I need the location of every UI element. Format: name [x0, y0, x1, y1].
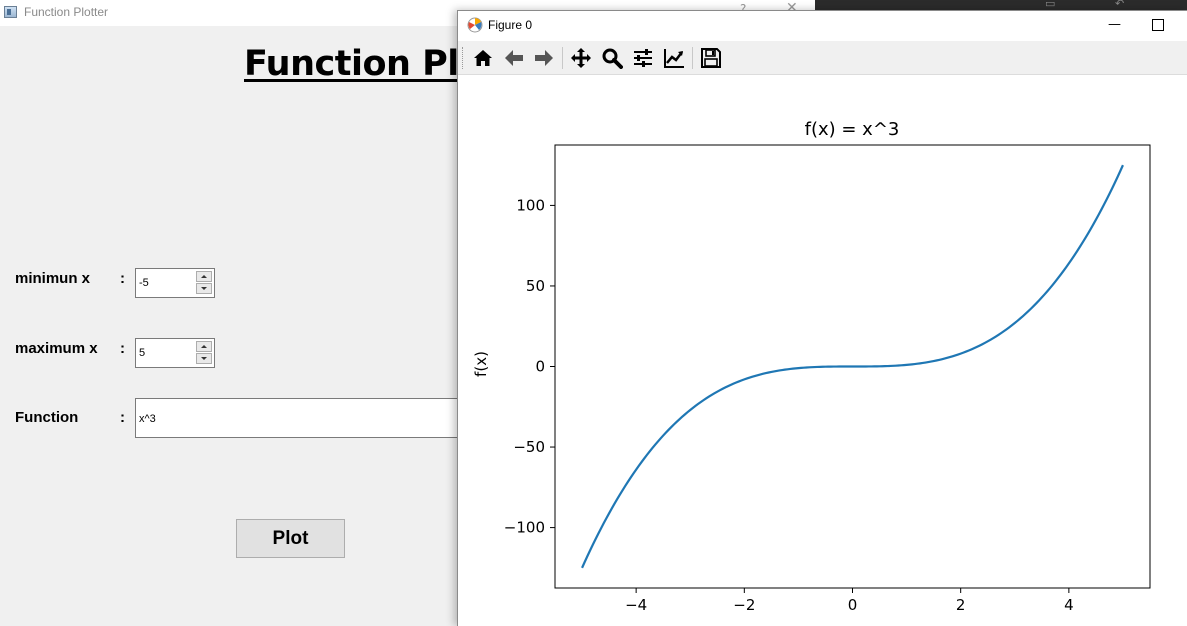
min-x-spinbox[interactable]: -5	[135, 268, 215, 298]
function-value[interactable]: x^3	[139, 413, 156, 425]
undo-icon: ↶	[1115, 0, 1125, 10]
y-axis-label: f(x)	[472, 351, 490, 377]
matplotlib-logo-icon	[467, 17, 483, 33]
min-x-label: minimun x	[15, 270, 91, 287]
x-tick-label: 4	[1064, 596, 1074, 614]
back-arrow-icon	[505, 50, 523, 66]
y-tick-label: 100	[516, 196, 545, 214]
min-x-value[interactable]: -5	[139, 277, 149, 289]
close-button[interactable]: ✕	[786, 0, 798, 16]
function-input[interactable]: x^3	[135, 398, 465, 438]
toolbar-separator	[692, 47, 693, 69]
zoom-icon	[602, 48, 623, 69]
forward-arrow-icon	[535, 50, 553, 66]
pan-icon	[571, 48, 591, 68]
function-colon: :	[120, 409, 125, 426]
clipboard-icon: ▭	[1045, 0, 1056, 10]
home-button[interactable]	[470, 45, 496, 71]
subplots-icon	[634, 49, 652, 67]
plot-canvas[interactable]: f(x) = x^3 f(x) −4 −2 0 2 4 −100 −50 0 50 100	[458, 75, 1187, 626]
x-tick-label: 0	[848, 596, 858, 614]
figure-titlebar[interactable]: Figure 0 —	[458, 11, 1187, 41]
y-tick-label: 0	[535, 358, 545, 376]
x-tick-label: −4	[625, 596, 647, 614]
figure-window: Figure 0 — f(x)	[457, 10, 1187, 626]
max-x-spinbox[interactable]: 5	[135, 338, 215, 368]
save-icon	[701, 48, 721, 68]
max-x-label: maximum x	[15, 340, 98, 357]
main-window-title: Function Plotter	[24, 5, 109, 19]
background-window-strip: ▭ ↶	[815, 0, 1187, 10]
y-tick-label: 50	[526, 277, 545, 295]
max-x-colon: :	[120, 340, 125, 357]
pan-button[interactable]	[568, 45, 594, 71]
zoom-button[interactable]	[599, 45, 625, 71]
plot-button[interactable]: Plot	[236, 519, 345, 558]
min-x-decrement-button[interactable]	[196, 283, 212, 294]
max-x-decrement-button[interactable]	[196, 353, 212, 364]
min-x-colon: :	[120, 270, 125, 287]
max-x-increment-button[interactable]	[196, 341, 212, 352]
home-icon	[474, 50, 492, 66]
y-tick-label: −50	[513, 438, 545, 456]
toolbar-grip[interactable]	[462, 47, 465, 69]
chart-title: f(x) = x^3	[805, 119, 900, 140]
navigation-toolbar	[458, 41, 1187, 75]
subplots-button[interactable]	[630, 45, 656, 71]
edit-axis-icon	[664, 49, 684, 68]
help-button[interactable]: ?	[740, 2, 747, 16]
series-layer	[581, 164, 1124, 569]
figure-window-title: Figure 0	[488, 18, 533, 32]
x-tick-label: −2	[733, 596, 755, 614]
minimize-button[interactable]: —	[1108, 17, 1121, 32]
back-button[interactable]	[501, 45, 527, 71]
y-tick-label: −100	[504, 519, 545, 537]
series-line	[581, 164, 1124, 569]
app-window-icon	[4, 6, 17, 18]
forward-button[interactable]	[531, 45, 557, 71]
maximize-button[interactable]	[1152, 19, 1164, 31]
toolbar-separator	[562, 47, 563, 69]
x-tick-label: 2	[956, 596, 966, 614]
max-x-value[interactable]: 5	[139, 347, 146, 359]
min-x-increment-button[interactable]	[196, 271, 212, 282]
function-label: Function	[15, 409, 79, 426]
save-button[interactable]	[698, 45, 724, 71]
edit-axis-button[interactable]	[661, 45, 687, 71]
axis-ticks: −4 −2 0 2 4 −100 −50 0 50 100	[504, 196, 1074, 614]
function-chart: f(x) = x^3 f(x) −4 −2 0 2 4 −100 −50 0 50 100	[472, 119, 1151, 614]
